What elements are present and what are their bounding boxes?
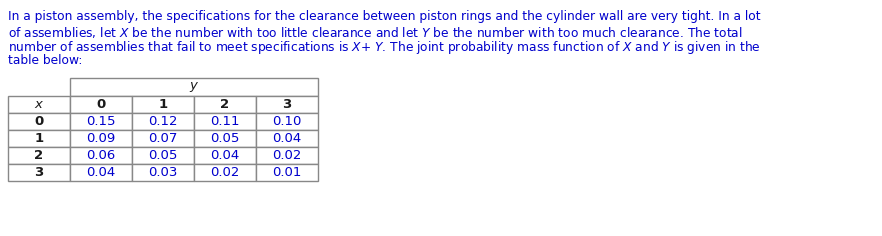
Text: 0: 0: [34, 115, 43, 128]
Bar: [132, 96, 194, 113]
Bar: [70, 130, 132, 147]
Text: $y$: $y$: [189, 80, 199, 94]
Bar: [194, 113, 256, 130]
Bar: [132, 164, 194, 181]
Text: 0.12: 0.12: [148, 115, 178, 128]
Text: 0.11: 0.11: [210, 115, 240, 128]
Text: number of assemblies that fail to meet specifications is $X$+ $Y$. The joint pro: number of assemblies that fail to meet s…: [8, 39, 761, 56]
Text: 0.03: 0.03: [148, 166, 177, 179]
Text: In a piston assembly, the specifications for the clearance between piston rings : In a piston assembly, the specifications…: [8, 10, 760, 23]
Bar: [256, 147, 318, 164]
Bar: [194, 96, 256, 113]
Text: 0.01: 0.01: [273, 166, 302, 179]
Bar: [194, 147, 256, 164]
Bar: [256, 130, 318, 147]
Bar: [256, 164, 318, 181]
Bar: [8, 130, 70, 147]
Bar: [194, 164, 256, 181]
Text: 0.07: 0.07: [148, 132, 177, 145]
Text: 1: 1: [159, 98, 168, 111]
Text: $x$: $x$: [34, 98, 44, 111]
Text: 0: 0: [96, 98, 106, 111]
Text: 0.10: 0.10: [273, 115, 302, 128]
Text: 0.04: 0.04: [273, 132, 302, 145]
Bar: [194, 130, 256, 147]
Text: 2: 2: [34, 149, 43, 162]
Bar: [8, 96, 70, 113]
Text: 0.02: 0.02: [273, 149, 302, 162]
Bar: [132, 113, 194, 130]
Bar: [256, 96, 318, 113]
Text: table below:: table below:: [8, 54, 82, 67]
Bar: [70, 113, 132, 130]
Bar: [132, 130, 194, 147]
Text: 0.05: 0.05: [210, 132, 240, 145]
Text: 0.06: 0.06: [86, 149, 116, 162]
Text: of assemblies, let $X$ be the number with too little clearance and let $Y$ be th: of assemblies, let $X$ be the number wit…: [8, 25, 743, 39]
Text: 2: 2: [220, 98, 229, 111]
Text: 0.09: 0.09: [86, 132, 116, 145]
Bar: [8, 113, 70, 130]
Text: 0.05: 0.05: [148, 149, 177, 162]
Bar: [70, 147, 132, 164]
Bar: [70, 78, 318, 96]
Text: 1: 1: [34, 132, 43, 145]
Bar: [132, 147, 194, 164]
Text: 0.04: 0.04: [86, 166, 116, 179]
Text: 3: 3: [34, 166, 43, 179]
Text: 0.02: 0.02: [210, 166, 240, 179]
Bar: [70, 164, 132, 181]
Bar: [8, 147, 70, 164]
Text: 3: 3: [282, 98, 292, 111]
Bar: [8, 164, 70, 181]
Bar: [70, 96, 132, 113]
Text: 0.15: 0.15: [86, 115, 116, 128]
Text: 0.04: 0.04: [211, 149, 240, 162]
Bar: [256, 113, 318, 130]
